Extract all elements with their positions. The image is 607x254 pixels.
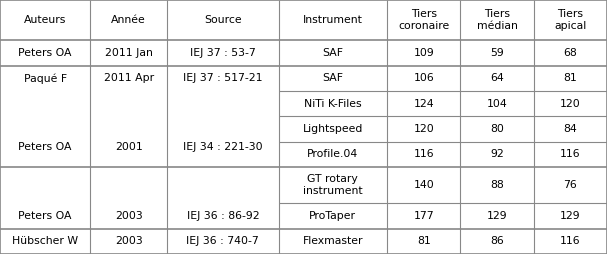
Text: 92: 92: [490, 149, 504, 159]
Text: GT rotary
instrument: GT rotary instrument: [303, 174, 362, 196]
Text: 76: 76: [563, 180, 577, 190]
Text: 81: 81: [563, 73, 577, 83]
Text: Paqué F: Paqué F: [24, 73, 67, 84]
Text: Auteurs: Auteurs: [24, 15, 66, 25]
Text: 68: 68: [563, 48, 577, 58]
Text: 86: 86: [490, 236, 504, 246]
Text: SAF: SAF: [322, 73, 344, 83]
Text: 124: 124: [413, 99, 434, 109]
Text: IEJ 37 : 53-7: IEJ 37 : 53-7: [190, 48, 256, 58]
Text: 129: 129: [487, 211, 507, 221]
Text: 2003: 2003: [115, 236, 143, 246]
Text: 80: 80: [490, 124, 504, 134]
Text: Tiers
apical: Tiers apical: [554, 9, 586, 31]
Text: 140: 140: [413, 180, 434, 190]
Text: 84: 84: [563, 124, 577, 134]
Text: Source: Source: [204, 15, 242, 25]
Text: IEJ 36 : 740-7: IEJ 36 : 740-7: [186, 236, 259, 246]
Text: Lightspeed: Lightspeed: [303, 124, 363, 134]
Text: ProTaper: ProTaper: [310, 211, 356, 221]
Text: 120: 120: [413, 124, 434, 134]
Text: 116: 116: [560, 149, 581, 159]
Text: 2011 Jan: 2011 Jan: [104, 48, 152, 58]
Text: 64: 64: [490, 73, 504, 83]
Text: 106: 106: [413, 73, 434, 83]
Text: Tiers
médian: Tiers médian: [476, 9, 517, 31]
Text: 177: 177: [413, 211, 434, 221]
Text: Tiers
coronaire: Tiers coronaire: [398, 9, 449, 31]
Text: Peters OA: Peters OA: [18, 211, 72, 221]
Text: 104: 104: [487, 99, 507, 109]
Text: NiTi K-Files: NiTi K-Files: [304, 99, 362, 109]
Text: SAF: SAF: [322, 48, 344, 58]
Text: IEJ 36 : 86-92: IEJ 36 : 86-92: [186, 211, 259, 221]
Text: 2001: 2001: [115, 142, 143, 152]
Text: Année: Année: [111, 15, 146, 25]
Text: 2011 Apr: 2011 Apr: [104, 73, 154, 83]
Text: 81: 81: [417, 236, 430, 246]
Text: IEJ 37 : 517-21: IEJ 37 : 517-21: [183, 73, 263, 83]
Text: Peters OA: Peters OA: [18, 142, 72, 152]
Text: 2003: 2003: [115, 211, 143, 221]
Text: IEJ 34 : 221-30: IEJ 34 : 221-30: [183, 142, 263, 152]
Text: Hübscher W: Hübscher W: [12, 236, 78, 246]
Text: 120: 120: [560, 99, 581, 109]
Text: 129: 129: [560, 211, 581, 221]
Text: 109: 109: [413, 48, 434, 58]
Text: Peters OA: Peters OA: [18, 48, 72, 58]
Text: 116: 116: [560, 236, 581, 246]
Text: 116: 116: [413, 149, 434, 159]
Text: 88: 88: [490, 180, 504, 190]
Text: Profile.04: Profile.04: [307, 149, 359, 159]
Text: 59: 59: [490, 48, 504, 58]
Text: Flexmaster: Flexmaster: [302, 236, 363, 246]
Text: Instrument: Instrument: [303, 15, 363, 25]
